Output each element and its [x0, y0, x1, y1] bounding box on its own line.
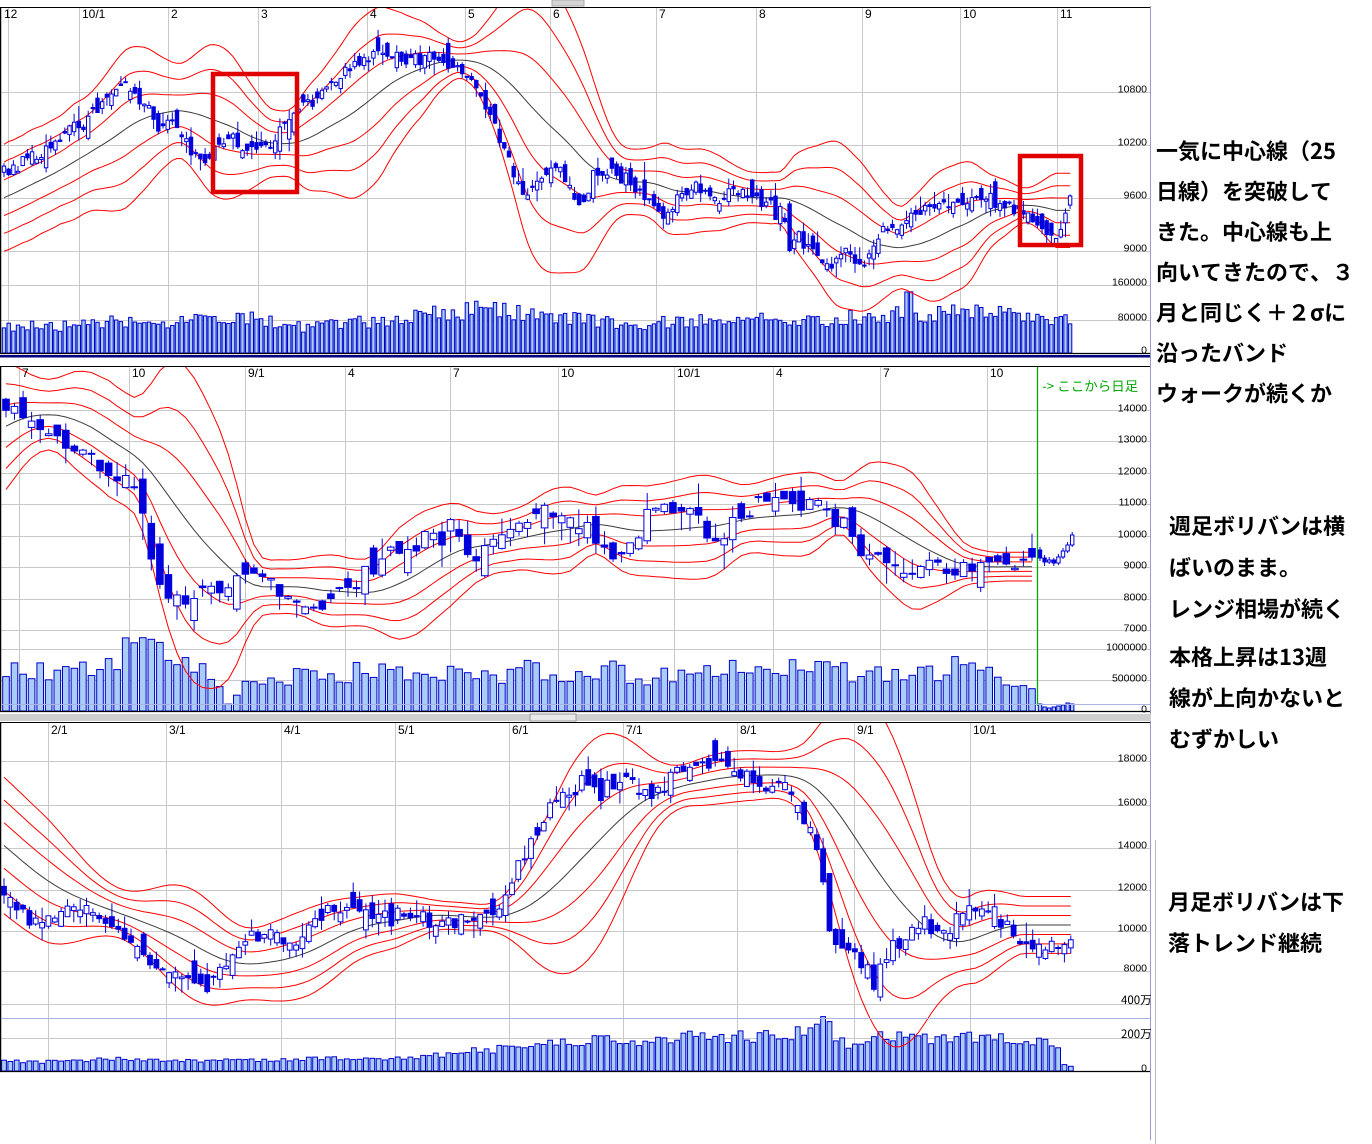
svg-text:4/1: 4/1 [284, 723, 301, 737]
svg-text:10200: 10200 [1118, 137, 1147, 149]
svg-text:6/1: 6/1 [512, 723, 529, 737]
svg-text:9: 9 [865, 7, 872, 21]
svg-text:10000: 10000 [1118, 923, 1147, 935]
svg-text:80000: 80000 [1118, 312, 1147, 324]
svg-text:12: 12 [4, 7, 18, 21]
svg-text:7: 7 [883, 366, 890, 380]
svg-text:0: 0 [1141, 1063, 1147, 1075]
svg-text:160000: 160000 [1112, 277, 1147, 289]
svg-text:12000: 12000 [1118, 882, 1147, 894]
svg-text:4: 4 [370, 7, 377, 21]
svg-text:6: 6 [553, 7, 560, 21]
svg-text:0: 0 [1141, 704, 1147, 716]
svg-text:0: 0 [1141, 345, 1147, 357]
svg-text:9000: 9000 [1124, 243, 1148, 255]
svg-text:9000: 9000 [1124, 560, 1148, 572]
svg-text:10: 10 [990, 366, 1004, 380]
svg-text:8000: 8000 [1124, 592, 1148, 604]
svg-text:9/1: 9/1 [248, 366, 265, 380]
svg-text:10: 10 [561, 366, 575, 380]
svg-text:8: 8 [759, 7, 766, 21]
svg-text:4: 4 [776, 366, 783, 380]
svg-text:14000: 14000 [1118, 840, 1147, 852]
svg-text:10: 10 [963, 7, 977, 21]
svg-text:7000: 7000 [1124, 623, 1148, 635]
svg-text:8000: 8000 [1124, 963, 1148, 975]
svg-text:10/1: 10/1 [677, 366, 701, 380]
svg-text:9/1: 9/1 [857, 723, 874, 737]
svg-text:14000: 14000 [1118, 403, 1147, 415]
svg-text:16000: 16000 [1118, 797, 1147, 809]
svg-text:12000: 12000 [1118, 466, 1147, 478]
svg-text:7: 7 [453, 366, 460, 380]
svg-text:7/1: 7/1 [626, 723, 643, 737]
svg-text:4: 4 [348, 366, 355, 380]
svg-text:7: 7 [22, 366, 29, 380]
svg-text:500000: 500000 [1112, 673, 1147, 685]
svg-text:11: 11 [1060, 7, 1073, 21]
svg-text:10: 10 [132, 366, 146, 380]
svg-text:10/1: 10/1 [973, 723, 997, 737]
svg-text:5: 5 [468, 7, 475, 21]
svg-text:9600: 9600 [1124, 190, 1148, 202]
svg-text:3: 3 [261, 7, 268, 21]
svg-text:10800: 10800 [1118, 84, 1147, 96]
svg-text:8/1: 8/1 [740, 723, 757, 737]
svg-text:2/1: 2/1 [51, 723, 68, 737]
svg-text:10/1: 10/1 [82, 7, 106, 21]
svg-text:2: 2 [171, 7, 178, 21]
svg-text:5/1: 5/1 [398, 723, 415, 737]
svg-text:7: 7 [659, 7, 666, 21]
svg-text:3/1: 3/1 [169, 723, 186, 737]
svg-text:18000: 18000 [1118, 753, 1147, 765]
svg-text:1000000: 1000000 [1106, 642, 1147, 654]
svg-text:11000: 11000 [1119, 497, 1148, 509]
svg-text:13000: 13000 [1118, 434, 1147, 446]
svg-text:10000: 10000 [1118, 529, 1147, 541]
